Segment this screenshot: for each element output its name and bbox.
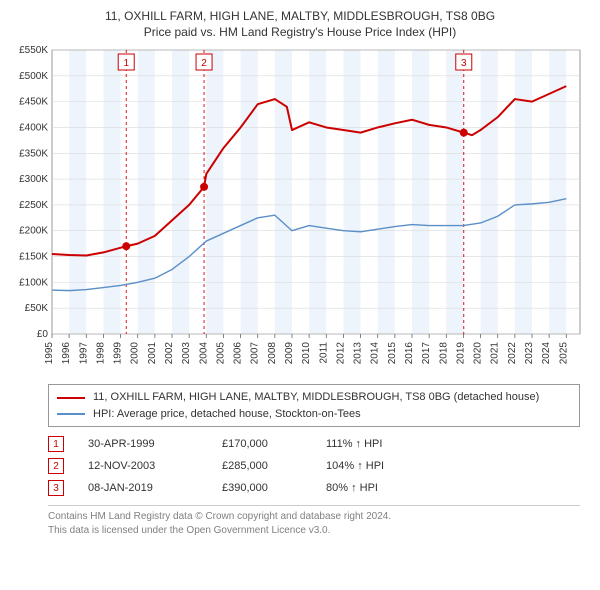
svg-text:2003: 2003 <box>181 342 192 365</box>
sale-price-3: £390,000 <box>222 482 302 494</box>
svg-text:2021: 2021 <box>490 342 501 365</box>
svg-text:1995: 1995 <box>44 342 55 365</box>
svg-text:£200K: £200K <box>19 226 48 237</box>
svg-text:£50K: £50K <box>25 304 49 315</box>
svg-text:2019: 2019 <box>455 342 466 365</box>
svg-text:1998: 1998 <box>95 342 106 365</box>
legend-label-1: 11, OXHILL FARM, HIGH LANE, MALTBY, MIDD… <box>93 389 539 406</box>
footer: Contains HM Land Registry data © Crown c… <box>48 505 580 537</box>
sale-date-1: 30-APR-1999 <box>88 438 198 450</box>
legend-row-1: 11, OXHILL FARM, HIGH LANE, MALTBY, MIDD… <box>57 389 571 406</box>
svg-text:£400K: £400K <box>19 123 48 134</box>
svg-text:2022: 2022 <box>507 342 518 365</box>
svg-text:2006: 2006 <box>233 342 244 365</box>
sale-row-1: 1 30-APR-1999 £170,000 111% ↑ HPI <box>48 433 580 455</box>
svg-text:2020: 2020 <box>473 342 484 365</box>
svg-text:1996: 1996 <box>61 342 72 365</box>
footer-line-2: This data is licensed under the Open Gov… <box>48 524 580 538</box>
legend: 11, OXHILL FARM, HIGH LANE, MALTBY, MIDD… <box>48 384 580 427</box>
legend-swatch-2 <box>57 413 85 415</box>
svg-text:2023: 2023 <box>524 342 535 365</box>
footer-line-1: Contains HM Land Registry data © Crown c… <box>48 510 580 524</box>
svg-text:£100K: £100K <box>19 278 48 289</box>
svg-text:2010: 2010 <box>301 342 312 365</box>
svg-text:2018: 2018 <box>438 342 449 365</box>
sale-pct-1: 111% ↑ HPI <box>326 438 382 450</box>
chart-title: 11, OXHILL FARM, HIGH LANE, MALTBY, MIDD… <box>8 8 592 40</box>
sale-badge-3: 3 <box>48 480 64 496</box>
title-line-1: 11, OXHILL FARM, HIGH LANE, MALTBY, MIDD… <box>8 8 592 24</box>
sales-table: 1 30-APR-1999 £170,000 111% ↑ HPI 2 12-N… <box>48 433 580 499</box>
legend-label-2: HPI: Average price, detached house, Stoc… <box>93 406 361 423</box>
svg-text:1: 1 <box>123 58 129 69</box>
svg-text:£550K: £550K <box>19 45 48 56</box>
sale-row-3: 3 08-JAN-2019 £390,000 80% ↑ HPI <box>48 477 580 499</box>
svg-text:2001: 2001 <box>147 342 158 365</box>
svg-text:1997: 1997 <box>78 342 89 365</box>
svg-text:2025: 2025 <box>558 342 569 365</box>
sale-badge-2: 2 <box>48 458 64 474</box>
svg-text:£250K: £250K <box>19 200 48 211</box>
sale-pct-3: 80% ↑ HPI <box>326 482 378 494</box>
svg-text:2012: 2012 <box>335 342 346 365</box>
svg-text:2015: 2015 <box>387 342 398 365</box>
sale-row-2: 2 12-NOV-2003 £285,000 104% ↑ HPI <box>48 455 580 477</box>
svg-text:1999: 1999 <box>113 342 124 365</box>
svg-text:£500K: £500K <box>19 71 48 82</box>
svg-text:2004: 2004 <box>198 342 209 365</box>
legend-row-2: HPI: Average price, detached house, Stoc… <box>57 406 571 423</box>
sale-price-1: £170,000 <box>222 438 302 450</box>
svg-text:£150K: £150K <box>19 252 48 263</box>
svg-text:2011: 2011 <box>318 342 329 364</box>
svg-text:2009: 2009 <box>284 342 295 365</box>
svg-text:2: 2 <box>201 58 207 69</box>
chart-area: £0 £50K £100K £150K £200K £250K £300K £350K £400… <box>8 44 592 374</box>
svg-text:2024: 2024 <box>541 342 552 365</box>
svg-text:£450K: £450K <box>19 97 48 108</box>
svg-text:2007: 2007 <box>250 342 261 365</box>
svg-text:2017: 2017 <box>421 342 432 365</box>
sale-date-2: 12-NOV-2003 <box>88 460 198 472</box>
sale-price-2: £285,000 <box>222 460 302 472</box>
svg-text:2000: 2000 <box>130 342 141 365</box>
legend-swatch-1 <box>57 397 85 399</box>
svg-text:3: 3 <box>461 58 467 69</box>
svg-text:2014: 2014 <box>370 342 381 365</box>
title-line-2: Price paid vs. HM Land Registry's House … <box>8 24 592 40</box>
line-chart: £0 £50K £100K £150K £200K £250K £300K £350K £400… <box>8 44 592 374</box>
sale-pct-2: 104% ↑ HPI <box>326 460 384 472</box>
svg-text:£300K: £300K <box>19 174 48 185</box>
svg-text:2013: 2013 <box>353 342 364 365</box>
svg-text:£0: £0 <box>37 329 49 340</box>
sale-badge-1: 1 <box>48 436 64 452</box>
svg-text:2005: 2005 <box>215 342 226 365</box>
svg-text:2016: 2016 <box>404 342 415 365</box>
svg-text:£350K: £350K <box>19 149 48 160</box>
svg-text:2008: 2008 <box>267 342 278 365</box>
sale-date-3: 08-JAN-2019 <box>88 482 198 494</box>
svg-text:2002: 2002 <box>164 342 175 365</box>
